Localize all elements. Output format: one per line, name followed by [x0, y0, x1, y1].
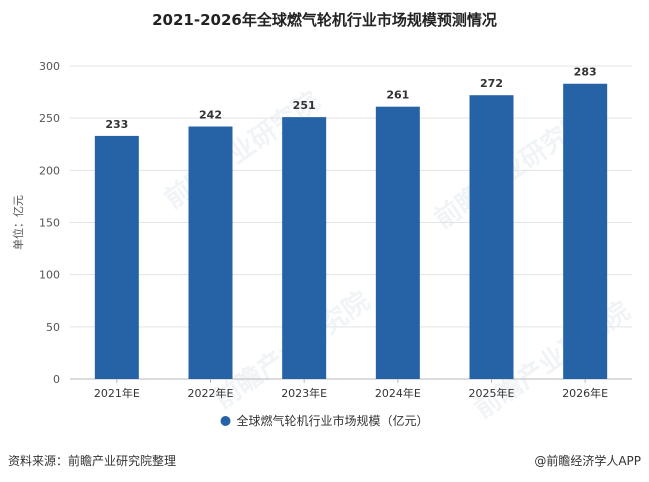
y-tick-label: 200	[39, 164, 60, 177]
legend-label: 全球燃气轮机行业市场规模（亿元）	[237, 413, 429, 428]
y-tick-label: 300	[39, 60, 60, 73]
bar	[282, 117, 327, 379]
bar	[188, 126, 233, 379]
data-label: 283	[574, 66, 597, 79]
data-label: 242	[199, 109, 222, 122]
y-tick-label: 250	[39, 112, 60, 125]
y-axis-label: 单位：亿元	[11, 195, 25, 250]
y-tick-label: 50	[46, 321, 60, 334]
x-tick-label: 2022年E	[188, 386, 234, 400]
chart-title: 2021-2026年全球燃气轮机行业市场规模预测情况	[152, 11, 497, 29]
data-label: 251	[293, 99, 316, 112]
x-tick-label: 2025年E	[469, 386, 515, 400]
bar	[375, 106, 420, 379]
x-tick-label: 2021年E	[94, 386, 140, 400]
bar	[469, 95, 514, 380]
y-tick-label: 100	[39, 269, 60, 282]
bar	[94, 135, 139, 379]
y-tick-label: 0	[53, 373, 60, 386]
x-tick-label: 2026年E	[562, 386, 608, 400]
x-tick-label: 2024年E	[375, 386, 421, 400]
legend-marker	[220, 416, 231, 426]
data-label: 233	[105, 118, 128, 131]
source-note: 资料来源：前瞻产业研究院整理	[8, 454, 177, 468]
bar-chart: 0 50 100 150 200 250 300 单位：亿元 233 2021年E 242 2022年…	[11, 60, 632, 428]
bar	[563, 83, 608, 379]
y-tick-label: 150	[39, 217, 60, 230]
data-label: 272	[480, 77, 503, 90]
data-label: 261	[386, 89, 409, 102]
brand-credit: @前瞻经济学人APP	[534, 454, 641, 468]
x-tick-label: 2023年E	[281, 386, 327, 400]
